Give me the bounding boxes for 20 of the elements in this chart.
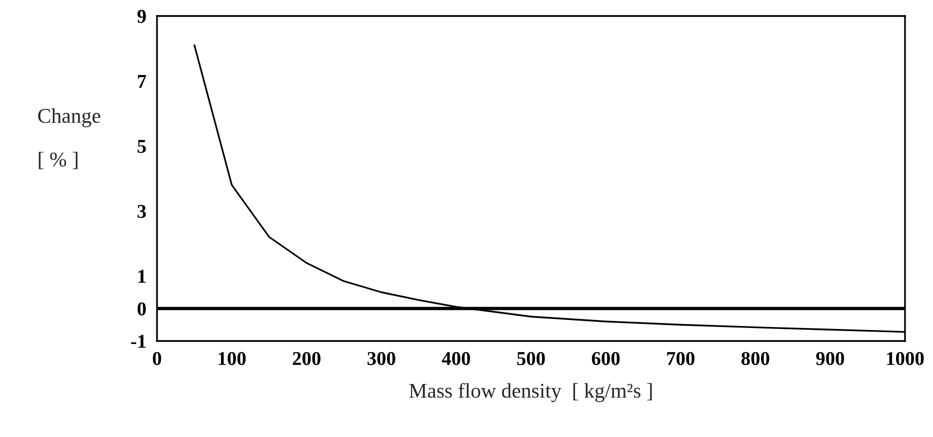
- x-tick-label: 400: [442, 352, 470, 366]
- x-tick-label: 800: [741, 352, 770, 366]
- y-tick-label: 9: [137, 10, 146, 23]
- x-tick-label: 600: [592, 352, 620, 366]
- x-tick-label: 700: [667, 352, 694, 366]
- x-tick-label: 1000: [887, 352, 924, 366]
- y-tick-label: -1: [131, 334, 146, 348]
- y-tick-label: 0: [138, 302, 146, 316]
- x-axis-title: Mass flow density [ kg/m²s ]: [409, 382, 652, 402]
- y-axis-title: Change [ % ]: [38, 108, 100, 170]
- y-tick-label: 3: [138, 204, 146, 218]
- y-tick-label: 5: [138, 140, 146, 153]
- x-tick-label: 0: [152, 352, 162, 366]
- y-tick-label: 1: [138, 270, 146, 283]
- x-tick-label: 500: [517, 352, 545, 366]
- x-tick-label: 900: [816, 352, 844, 366]
- x-tick-label: 200: [292, 352, 320, 366]
- y-tick-label: 7: [138, 75, 146, 88]
- x-tick-label: 300: [368, 352, 396, 366]
- x-tick-label: 100: [218, 352, 246, 366]
